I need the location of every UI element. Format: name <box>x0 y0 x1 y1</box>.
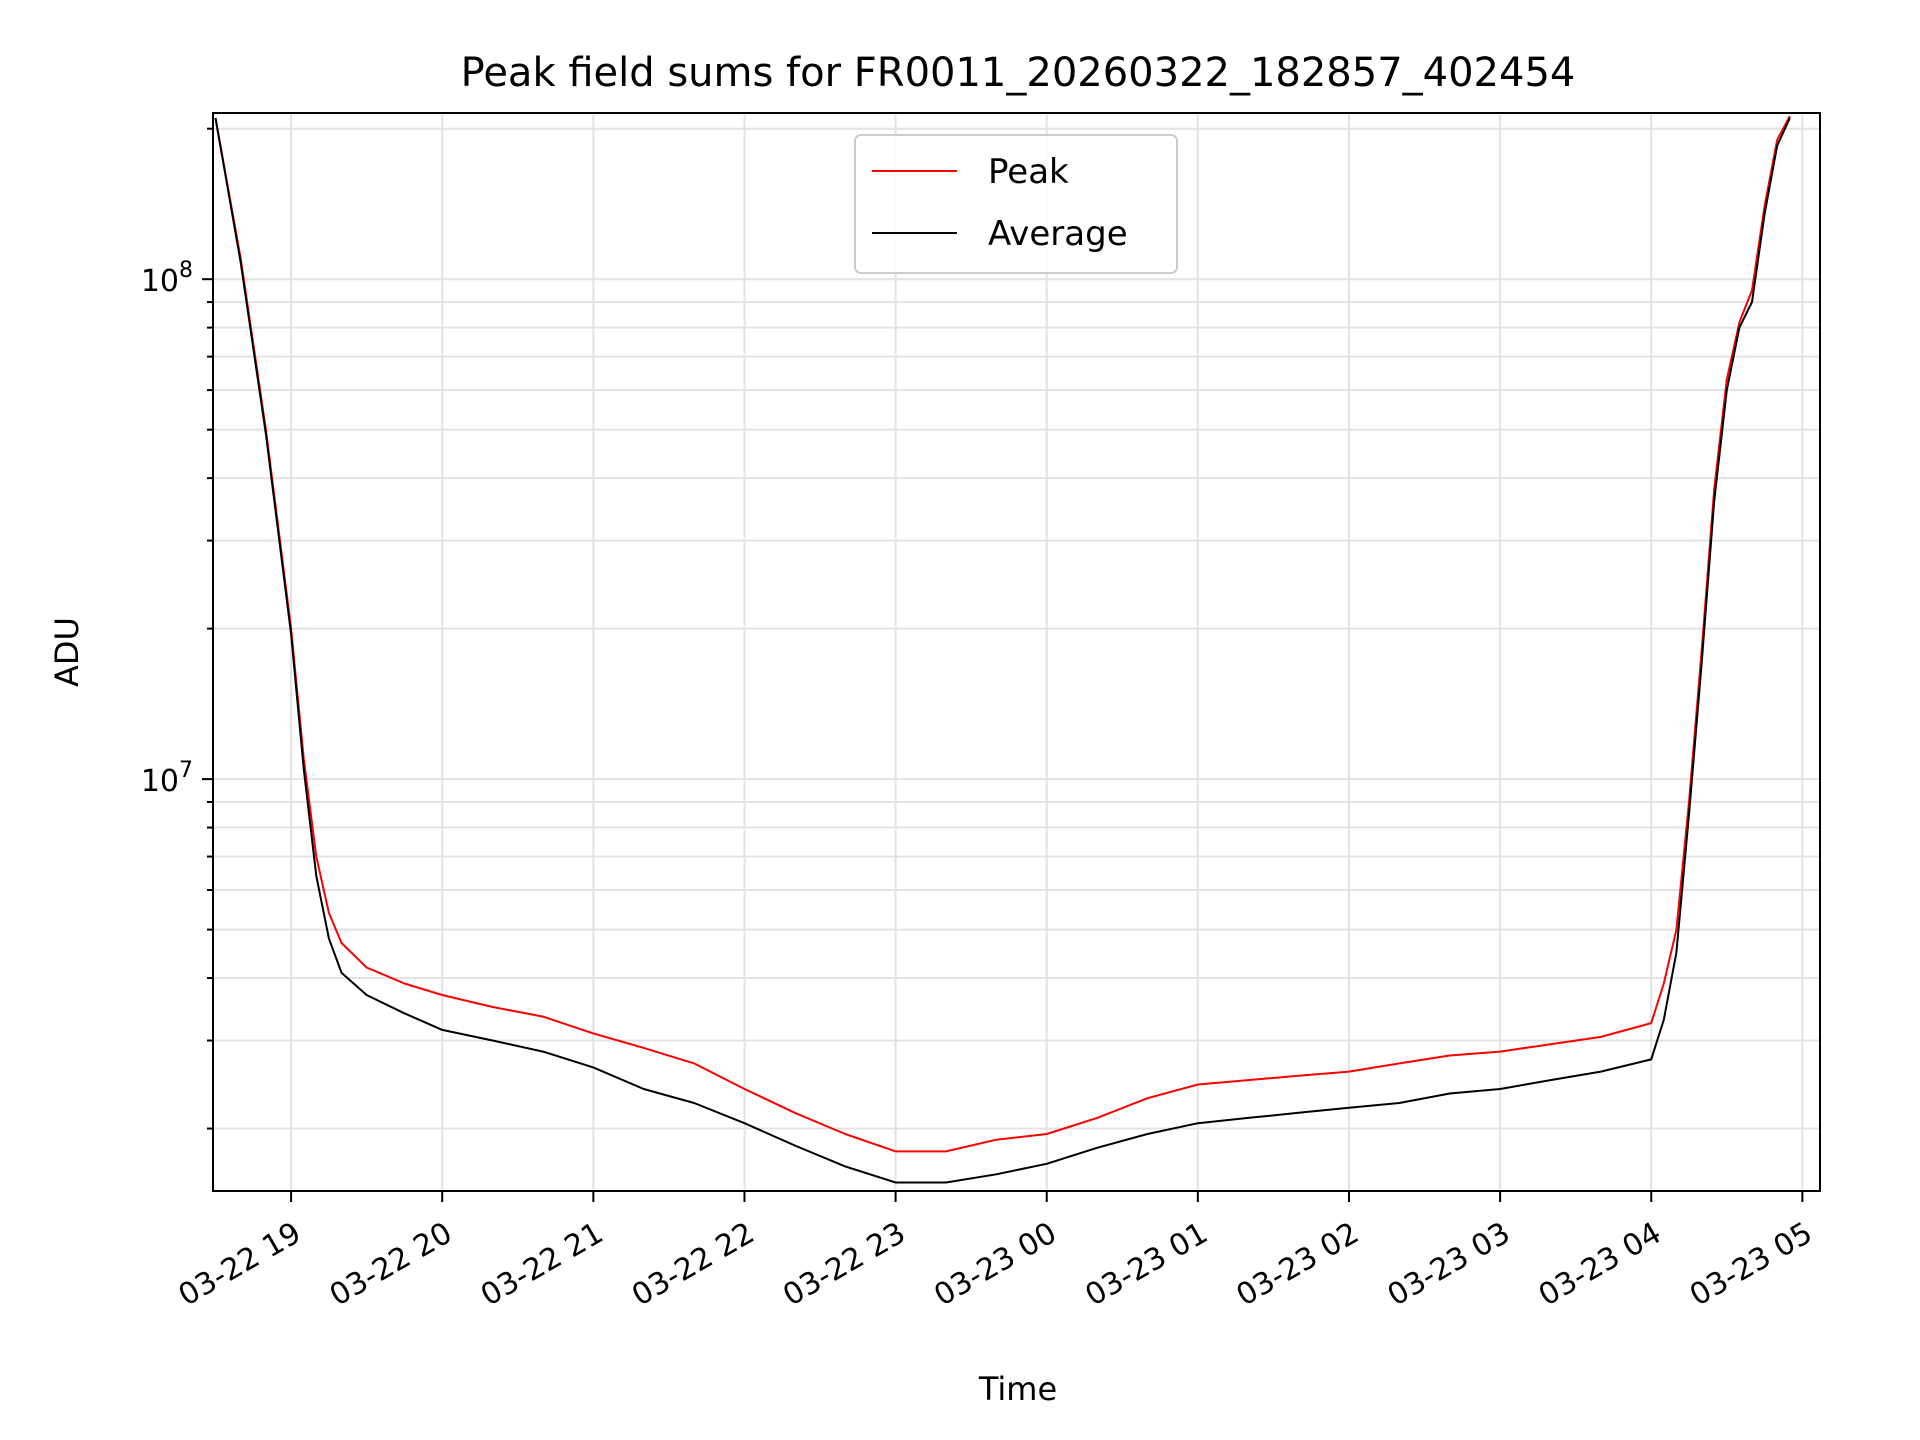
legend: Peak Average <box>854 134 1178 274</box>
series-line-average <box>214 117 1791 1184</box>
y-tick-label: 107 <box>141 758 193 799</box>
chart-title: Peak field sums for FR0011_20260322_1828… <box>461 50 1576 96</box>
y-axis-title: ADU <box>48 617 86 687</box>
series-line-peak <box>214 115 1791 1153</box>
legend-box <box>854 134 1178 274</box>
legend-label-average: Average <box>988 214 1128 254</box>
series-layer <box>214 115 1791 1184</box>
y-axis: 107 108 <box>141 127 213 1130</box>
grid <box>213 113 1820 1191</box>
plot-frame <box>212 112 1821 1192</box>
legend-label-peak: Peak <box>988 152 1069 192</box>
x-axis-title: Time <box>978 1370 1057 1408</box>
y-tick-label: 108 <box>141 258 193 299</box>
